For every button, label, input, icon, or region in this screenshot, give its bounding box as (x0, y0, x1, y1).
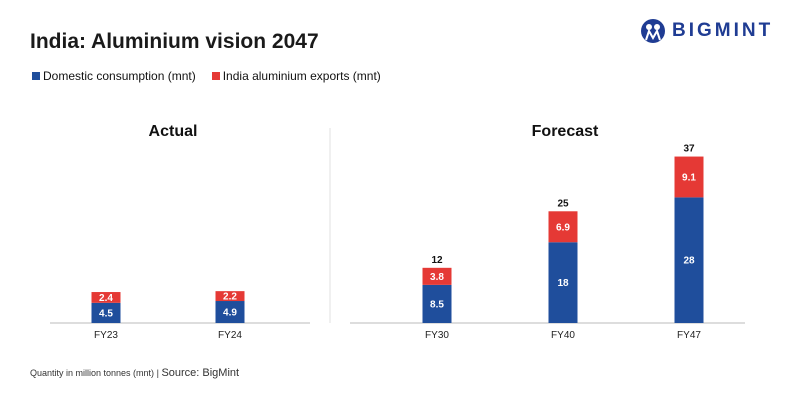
x-tick-label: FY23 (94, 330, 118, 341)
footer: Quantity in million tonnes (mnt) | Sourc… (30, 367, 239, 379)
bar-domestic (215, 301, 245, 323)
page-title: India: Aluminium vision 2047 (30, 30, 319, 53)
bar-exports (91, 292, 121, 303)
bar-exports (422, 267, 452, 285)
bar-data-label: 18 (557, 278, 569, 289)
bigmint-logo-icon (641, 19, 665, 43)
total-label: 37 (683, 144, 695, 155)
bar-exports (215, 291, 245, 302)
bar-data-label: 4.9 (223, 308, 237, 319)
legend-item-domestic: Domestic consumption (mnt) (32, 69, 196, 83)
bar-data-label: 28 (683, 256, 695, 267)
bar-data-label: 2.4 (99, 293, 113, 304)
x-tick-label: FY24 (218, 330, 242, 341)
bar-data-label: 6.9 (556, 222, 570, 233)
bar-exports (674, 156, 704, 198)
x-tick-label: FY47 (677, 330, 701, 341)
separator: | (156, 368, 159, 378)
legend-swatch (32, 72, 40, 80)
units-note: Quantity in million tonnes (mnt) (30, 368, 155, 378)
legend-label: India aluminium exports (mnt) (222, 69, 381, 83)
legend-label: Domestic consumption (mnt) (43, 69, 196, 83)
bar-data-label: 8.5 (430, 299, 444, 310)
logo-text: BIGMINT (672, 20, 774, 41)
bar-data-label: 3.8 (430, 272, 444, 283)
source: Source: BigMint (161, 367, 240, 379)
bar-domestic (422, 284, 452, 323)
legend-item-exports: India aluminium exports (mnt) (211, 69, 381, 83)
legend: Domestic consumption (mnt) India alumini… (32, 69, 381, 83)
bar-data-label: 4.5 (99, 308, 113, 319)
bar-domestic (674, 197, 704, 323)
bar-domestic (548, 242, 578, 323)
bigmint-logo: BIGMINT (640, 18, 773, 44)
bar-domestic (91, 302, 121, 323)
panel-title: Actual (149, 123, 198, 140)
bar-data-label: 2.2 (223, 292, 237, 303)
total-label: 12 (431, 255, 443, 266)
total-label: 25 (557, 198, 569, 209)
bar-data-label: 9.1 (682, 172, 696, 183)
x-tick-label: FY40 (551, 330, 575, 341)
bar-exports (548, 211, 578, 243)
x-tick-label: FY30 (425, 330, 449, 341)
legend-swatch (211, 72, 220, 80)
panel-title: Forecast (532, 123, 599, 140)
